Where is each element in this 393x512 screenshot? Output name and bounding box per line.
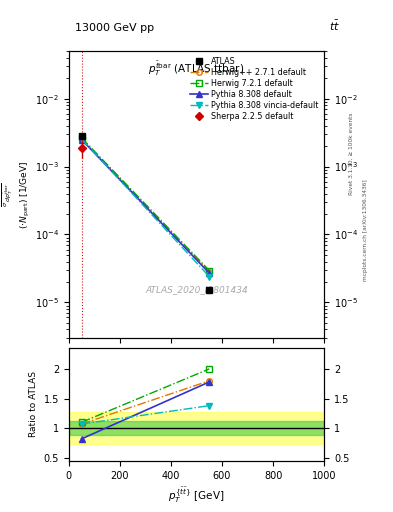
Line: Pythia 8.308 default: Pythia 8.308 default [79,137,212,276]
ATLAS [79,133,84,139]
Bar [69,421,324,435]
Line: Herwig 7.2.1 default: Herwig 7.2.1 default [79,135,212,273]
Y-axis label: $\frac{1}{\sigma}\frac{d^2\sigma}{dp^{\bar{t}\mathrm{bar}}_T}$
$(\cdot N_{\mathr: $\frac{1}{\sigma}\frac{d^2\sigma}{dp^{\b… [0,160,32,229]
Text: $p_T^{\bar{t}\mathrm{bar}}$ (ATLAS ttbar): $p_T^{\bar{t}\mathrm{bar}}$ (ATLAS ttbar… [148,60,245,78]
Text: $t\bar{t}$: $t\bar{t}$ [329,19,340,33]
X-axis label: $p^{\{\bar{t}\bar{t}\}}_T$ [GeV]: $p^{\{\bar{t}\bar{t}\}}_T$ [GeV] [168,486,225,505]
Text: mcplots.cern.ch [arXiv:1306.3436]: mcplots.cern.ch [arXiv:1306.3436] [363,180,368,281]
Herwig 7.2.1 default [79,135,84,141]
Herwig++ 2.7.1 default [79,136,84,142]
Pythia 8.308 vincia-default [79,136,84,142]
Pythia 8.308 default [207,270,211,276]
Pythia 8.308 vincia-default [207,273,211,280]
Legend: ATLAS, Herwig++ 2.7.1 default, Herwig 7.2.1 default, Pythia 8.308 default, Pythi: ATLAS, Herwig++ 2.7.1 default, Herwig 7.… [189,55,320,122]
Line: Pythia 8.308 vincia-default: Pythia 8.308 vincia-default [79,136,212,280]
Y-axis label: Ratio to ATLAS: Ratio to ATLAS [29,372,38,437]
ATLAS [207,287,211,293]
Line: ATLAS: ATLAS [78,133,213,294]
Text: ATLAS_2020_I1801434: ATLAS_2020_I1801434 [145,285,248,294]
Text: Rivet 3.1.10, ≥ 100k events: Rivet 3.1.10, ≥ 100k events [349,112,354,195]
Herwig++ 2.7.1 default [207,268,211,274]
Pythia 8.308 default [79,137,84,143]
Text: 13000 GeV pp: 13000 GeV pp [75,23,154,33]
Herwig 7.2.1 default [207,267,211,273]
Bar [69,412,324,444]
Line: Herwig++ 2.7.1 default: Herwig++ 2.7.1 default [79,136,212,274]
